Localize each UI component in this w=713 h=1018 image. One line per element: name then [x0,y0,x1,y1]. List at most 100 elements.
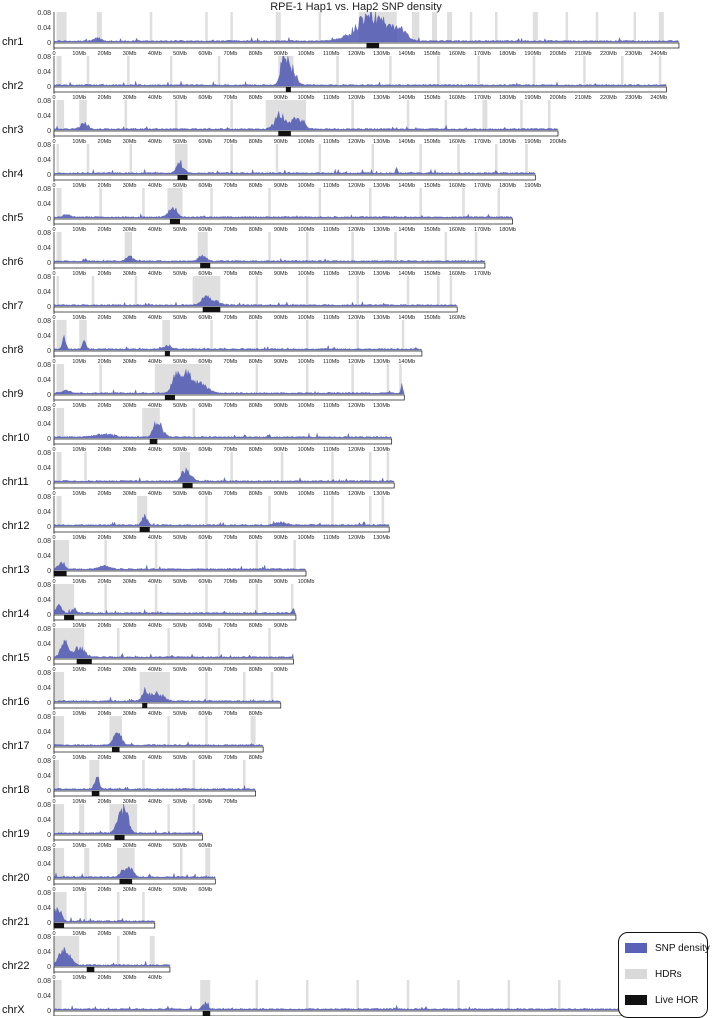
x-tick-label: 80Mb [249,623,263,629]
x-tick-label: 130Mb [373,447,390,453]
x-tick-label: 220Mb [600,95,617,101]
hdr-region [318,188,322,218]
x-tick-label: 70Mb [224,51,238,57]
x-tick-label: 20Mb [98,843,112,849]
x-tick-label: 10Mb [72,667,86,673]
hdr-region [104,540,107,570]
hdr-region [255,540,259,570]
x-tick-label: 20Mb [98,535,112,541]
x-tick-label: 20Mb [98,447,112,453]
hdr-region [154,584,158,614]
x-tick-label: 60Mb [198,359,212,365]
x-tick-label: 110Mb [323,447,339,453]
chromosome-label: chr6 [2,256,23,268]
hdr-region [84,452,87,482]
x-tick-label: 180Mb [499,51,516,57]
hdr-region [56,320,67,350]
legend-swatch-hor [625,995,647,1005]
hdr-region [389,56,392,86]
x-tick-label: 130Mb [373,315,390,321]
x-tick-label: 70Mb [224,755,238,761]
y-tick-label: 0 [47,700,51,707]
x-tick-label: 10Mb [72,183,86,189]
hdr-region [124,100,128,130]
x-tick-label: 60Mb [198,491,212,497]
x-tick-label: 20Mb [98,975,112,981]
ideogram-bar [53,614,297,621]
snp-density-area [53,295,458,307]
chromosome-label: chr15 [2,652,30,664]
x-tick-label: 60Mb [198,447,212,453]
y-tick-label: 0 [47,876,51,883]
x-tick-label: 140Mb [398,359,415,365]
x-tick-label: 110Mb [323,95,339,101]
y-tick-label: 0 [47,832,51,839]
live-hor-marker [202,307,221,312]
x-tick-label: 90Mb [274,227,288,233]
x-tick-label: 10Mb [72,447,86,453]
hdr-region [205,496,208,526]
x-tick-label: 190Mb [524,95,541,101]
x-tick-label: 100Mb [298,139,315,145]
x-tick-label: 80Mb [249,51,263,57]
snp-density-area [53,467,395,483]
hdr-region [54,980,62,1010]
x-tick-label: 60Mb [198,183,212,189]
hdr-region [469,12,473,42]
x-tick-label: 80Mb [249,579,263,585]
chromosome-label: chr10 [2,432,30,444]
hdr-region [192,760,196,790]
y-tick-label: 0.08 [37,802,51,809]
hdr-region [255,276,259,306]
x-tick-label: 40Mb [148,271,162,277]
x-tick-label: 160Mb [449,227,466,233]
y-tick-label: 0.08 [37,54,51,61]
hdr-region [477,56,480,86]
x-tick-label: 10Mb [72,843,86,849]
y-tick-label: 0.04 [37,25,51,32]
x-tick-label: 30Mb [123,975,137,981]
hdr-region [56,12,67,42]
y-tick-label: 0.04 [37,905,51,912]
x-tick-label: 20Mb [98,491,112,497]
hdr-region [154,540,158,570]
hdr-region [167,628,170,658]
ideogram-bar [53,570,307,577]
hdr-region [56,232,62,262]
x-tick-label: 50Mb [173,271,187,277]
x-tick-label: 40Mb [148,623,162,629]
x-tick-label: 10Mb [72,359,86,365]
hdr-region [124,232,133,262]
x-tick-label: 60Mb [198,535,212,541]
x-tick-label: 30Mb [123,183,137,189]
y-tick-label: 0.04 [37,685,51,692]
x-tick-label: 50Mb [173,579,187,585]
hdr-region [275,144,279,174]
x-tick-label: 50Mb [173,183,187,189]
x-tick-label: 20Mb [98,359,112,365]
x-tick-label: 130Mb [373,227,390,233]
x-tick-label: 60Mb [198,799,212,805]
hdr-region [79,804,85,834]
legend-item-hdr: HDRs [625,967,682,981]
x-tick-label: 0 [52,227,55,233]
hdr-region [369,496,372,526]
x-tick-label: 30Mb [123,931,137,937]
x-tick-label: 50Mb [173,491,187,497]
snp-density-area [53,946,171,967]
x-tick-label: 10Mb [72,491,86,497]
hdr-region [89,760,100,790]
x-tick-label: 0 [52,51,55,57]
x-tick-label: 80Mb [249,491,263,497]
hdr-region [457,144,460,174]
x-tick-label: 80Mb [249,535,263,541]
x-tick-label: 10Mb [72,227,86,233]
hdr-region [520,100,523,130]
x-tick-label: 100Mb [298,579,315,585]
x-tick-label: 20Mb [98,711,112,717]
hdr-region [210,188,213,218]
x-tick-label: 30Mb [123,447,137,453]
hdr-region [180,452,191,482]
x-tick-label: 80Mb [249,271,263,277]
